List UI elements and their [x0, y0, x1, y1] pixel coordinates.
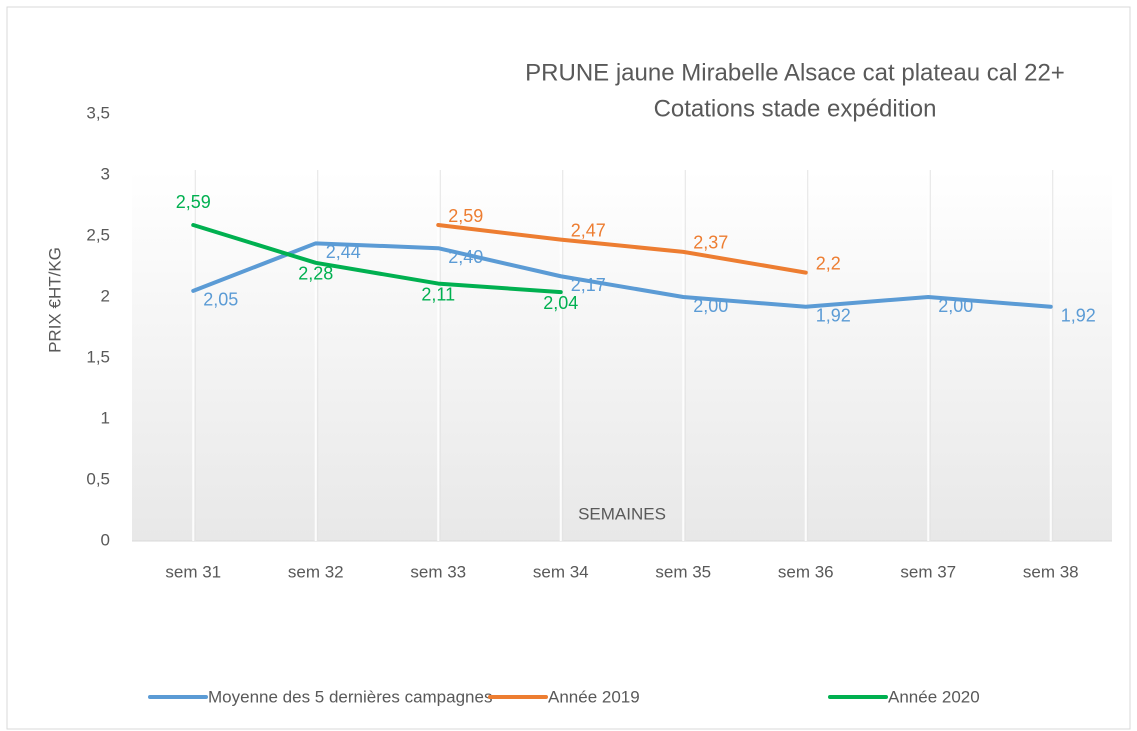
- series-line: [191, 241, 1053, 309]
- y-tick-label: 1: [101, 408, 110, 427]
- y-tick-label: 3: [101, 164, 110, 183]
- plot-area: [132, 170, 1112, 541]
- legend-label: Année 2020: [888, 687, 980, 706]
- data-label: 2,2: [816, 253, 841, 273]
- y-tick-label: 0,5: [86, 469, 110, 488]
- x-tick-label: sem 38: [1023, 562, 1079, 581]
- y-tick-label: 2,5: [86, 225, 110, 244]
- data-label: 2,05: [203, 290, 238, 310]
- data-label: 2,11: [421, 284, 455, 304]
- series-line: [436, 223, 808, 275]
- data-label: 2,40: [448, 247, 483, 267]
- data-label: 2,00: [938, 296, 973, 316]
- y-tick-label: 0: [101, 530, 110, 549]
- y-tick-label: 1,5: [86, 347, 110, 366]
- data-label: 2,47: [571, 220, 606, 240]
- legend-label: Moyenne des 5 dernières campagnes: [208, 687, 492, 706]
- chart-subtitle: Cotations stade expédition: [654, 95, 937, 122]
- legend-label: Année 2019: [548, 687, 640, 706]
- data-label: 1,92: [1061, 306, 1096, 326]
- data-label: 2,44: [326, 242, 361, 262]
- y-tick-label: 2: [101, 286, 110, 305]
- x-tick-label: sem 37: [900, 562, 956, 581]
- series-line: [191, 223, 563, 295]
- data-label: 2,00: [693, 296, 728, 316]
- x-tick-label: sem 35: [655, 562, 711, 581]
- data-label: 1,92: [816, 306, 851, 326]
- data-label: 2,59: [176, 192, 211, 212]
- data-label: 2,28: [298, 264, 333, 284]
- y-tick-label: 3,5: [86, 103, 110, 122]
- data-label: 2,04: [543, 293, 578, 313]
- x-tick-label: sem 32: [288, 562, 344, 581]
- x-axis-label: SEMAINES: [578, 504, 666, 523]
- y-axis-label: PRIX €HT/KG: [45, 247, 64, 353]
- x-tick-label: sem 34: [533, 562, 589, 581]
- x-tick-label: sem 36: [778, 562, 834, 581]
- x-tick-label: sem 31: [165, 562, 221, 581]
- x-tick-label: sem 33: [410, 562, 466, 581]
- chart-title: PRUNE jaune Mirabelle Alsace cat plateau…: [525, 59, 1065, 86]
- data-label: 2,59: [448, 206, 483, 226]
- data-label: 2,37: [693, 233, 728, 253]
- data-label: 2,17: [571, 275, 606, 295]
